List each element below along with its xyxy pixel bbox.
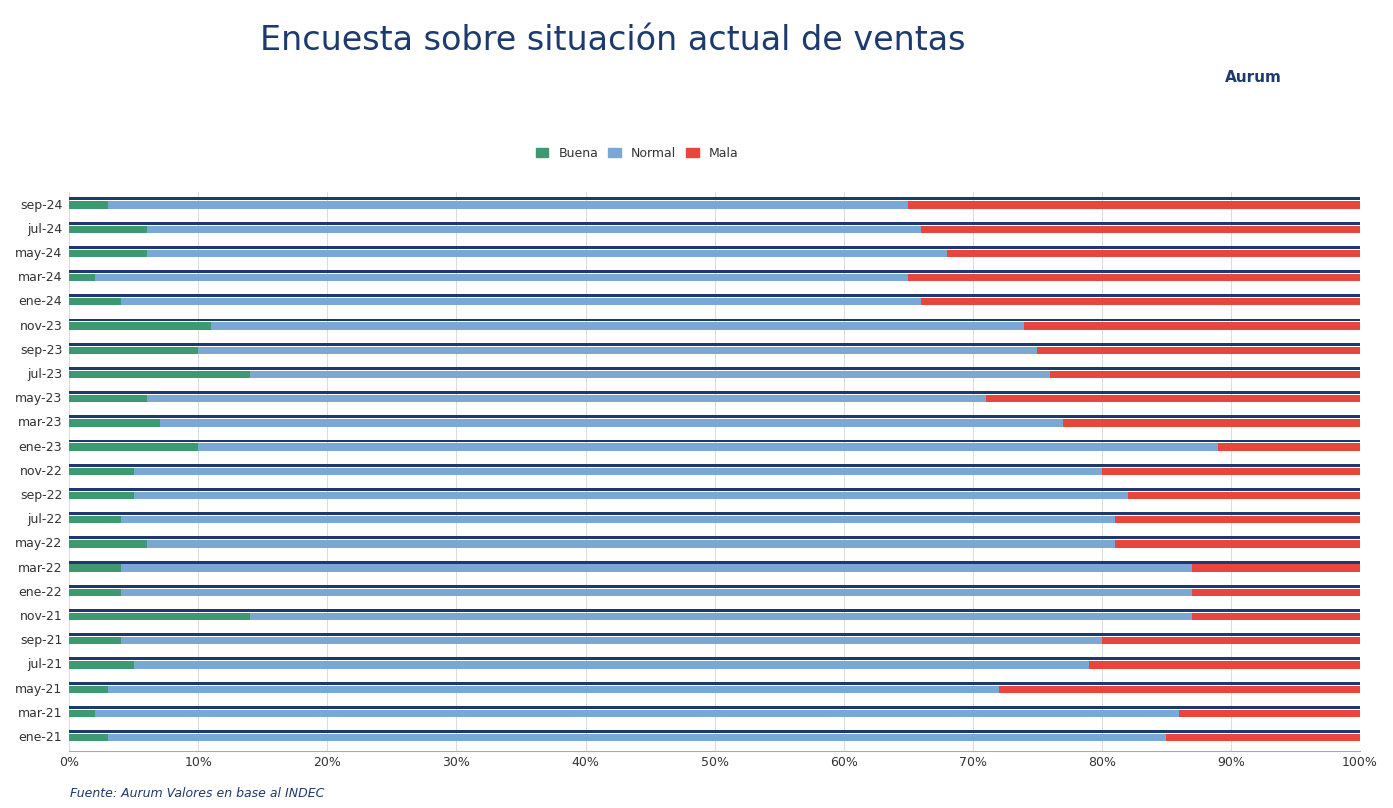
- Bar: [986, 395, 1360, 402]
- Bar: [107, 685, 999, 692]
- Bar: [70, 347, 198, 354]
- Bar: [70, 541, 146, 548]
- Bar: [1166, 734, 1360, 741]
- Bar: [70, 658, 1360, 660]
- Bar: [95, 709, 1180, 717]
- Bar: [1102, 468, 1360, 475]
- Bar: [70, 391, 1360, 394]
- Bar: [198, 347, 1038, 354]
- Bar: [70, 734, 107, 741]
- Bar: [70, 371, 249, 378]
- Bar: [921, 225, 1360, 233]
- Bar: [1114, 516, 1360, 524]
- Bar: [908, 201, 1360, 208]
- Text: Encuesta sobre situación actual de ventas: Encuesta sobre situación actual de venta…: [260, 24, 965, 57]
- Bar: [121, 516, 1114, 524]
- Bar: [70, 488, 1360, 491]
- Bar: [95, 274, 908, 281]
- Bar: [70, 638, 121, 645]
- Bar: [134, 661, 1089, 668]
- Bar: [70, 730, 1360, 733]
- Bar: [1089, 661, 1360, 668]
- Bar: [107, 734, 1166, 741]
- Bar: [70, 250, 146, 257]
- Bar: [121, 298, 921, 305]
- Bar: [70, 322, 212, 330]
- Bar: [999, 685, 1360, 692]
- Bar: [1192, 613, 1360, 621]
- Bar: [70, 633, 1360, 636]
- Bar: [70, 274, 95, 281]
- Bar: [908, 274, 1360, 281]
- Bar: [70, 225, 146, 233]
- Bar: [70, 565, 121, 572]
- Bar: [70, 415, 1360, 419]
- Bar: [134, 468, 1102, 475]
- Bar: [70, 367, 1360, 370]
- Bar: [70, 585, 1360, 587]
- Bar: [1192, 565, 1360, 572]
- Bar: [921, 298, 1360, 305]
- Bar: [70, 444, 198, 451]
- Bar: [70, 492, 134, 499]
- Bar: [70, 609, 1360, 612]
- Bar: [70, 419, 160, 427]
- Bar: [1024, 322, 1360, 330]
- Bar: [70, 661, 134, 668]
- Bar: [121, 589, 1192, 596]
- Bar: [70, 395, 146, 402]
- Bar: [146, 395, 986, 402]
- Bar: [249, 613, 1192, 621]
- Bar: [1063, 419, 1360, 427]
- Bar: [1114, 541, 1360, 548]
- Bar: [198, 444, 1217, 451]
- Bar: [70, 270, 1360, 273]
- Bar: [70, 201, 107, 208]
- Legend: Buena, Normal, Mala: Buena, Normal, Mala: [531, 142, 744, 165]
- Bar: [146, 250, 947, 257]
- Bar: [70, 464, 1360, 467]
- Bar: [70, 318, 1360, 322]
- Bar: [160, 419, 1063, 427]
- Bar: [121, 565, 1192, 572]
- Bar: [1038, 347, 1360, 354]
- Bar: [107, 201, 908, 208]
- Bar: [947, 250, 1360, 257]
- Bar: [121, 638, 1102, 645]
- Bar: [146, 541, 1114, 548]
- Bar: [70, 682, 1360, 684]
- Bar: [70, 685, 107, 692]
- Bar: [70, 440, 1360, 443]
- Bar: [249, 371, 1050, 378]
- Bar: [212, 322, 1024, 330]
- Bar: [1050, 371, 1360, 378]
- Bar: [70, 706, 1360, 709]
- Bar: [70, 516, 121, 524]
- Bar: [134, 492, 1128, 499]
- Bar: [70, 561, 1360, 563]
- Bar: [1192, 589, 1360, 596]
- Bar: [1128, 492, 1360, 499]
- Bar: [70, 294, 1360, 297]
- Bar: [70, 468, 134, 475]
- Text: Fuente: Aurum Valores en base al INDEC: Fuente: Aurum Valores en base al INDEC: [70, 787, 325, 800]
- Bar: [70, 589, 121, 596]
- Bar: [1102, 638, 1360, 645]
- Bar: [1217, 444, 1360, 451]
- Bar: [146, 225, 921, 233]
- Bar: [70, 246, 1360, 249]
- Text: Aurum: Aurum: [1226, 70, 1282, 85]
- Bar: [70, 221, 1360, 225]
- Bar: [70, 537, 1360, 539]
- Bar: [70, 709, 95, 717]
- Bar: [70, 197, 1360, 200]
- Bar: [70, 512, 1360, 516]
- Bar: [70, 343, 1360, 346]
- Bar: [1180, 709, 1360, 717]
- Bar: [70, 298, 121, 305]
- Bar: [70, 613, 249, 621]
